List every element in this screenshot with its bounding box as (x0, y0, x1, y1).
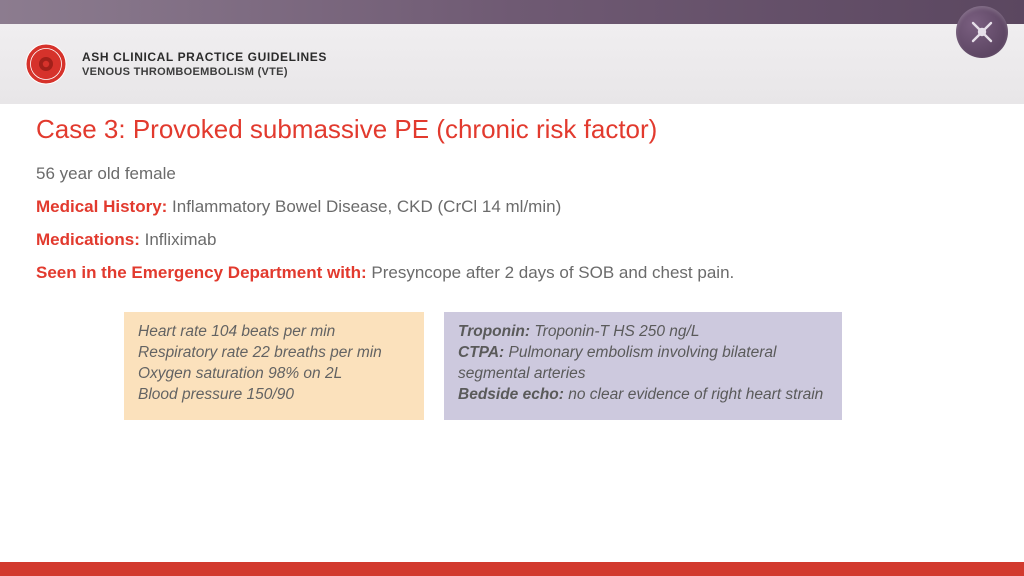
vitals-hr: Heart rate 104 beats per min (138, 322, 410, 343)
labs-ctpa-value: Pulmonary embolism involving bilateral s… (458, 344, 776, 382)
content: Case 3: Provoked submassive PE (chronic … (36, 114, 988, 295)
slide-title: Case 3: Provoked submassive PE (chronic … (36, 114, 988, 145)
labs-echo-label: Bedside echo: (458, 386, 564, 403)
medications-line: Medications: Infliximab (36, 229, 988, 252)
corner-badge-icon (956, 6, 1008, 58)
medications-value: Infliximab (140, 230, 217, 249)
medications-label: Medications: (36, 230, 140, 249)
presentation-label: Seen in the Emergency Department with: (36, 263, 367, 282)
bottom-bar (0, 562, 1024, 576)
medical-history-line: Medical History: Inflammatory Bowel Dise… (36, 196, 988, 219)
labs-echo-value: no clear evidence of right heart strain (564, 386, 823, 403)
vitals-box: Heart rate 104 beats per min Respiratory… (124, 312, 424, 420)
presentation-value: Presyncope after 2 days of SOB and chest… (367, 263, 735, 282)
labs-troponin-value: Troponin-T HS 250 ng/L (530, 323, 699, 340)
labs-echo: Bedside echo: no clear evidence of right… (458, 385, 828, 406)
medical-history-value: Inflammatory Bowel Disease, CKD (CrCl 14… (167, 197, 561, 216)
labs-ctpa: CTPA: Pulmonary embolism involving bilat… (458, 343, 828, 385)
header-band: ASH CLINICAL PRACTICE GUIDELINES VENOUS … (0, 24, 1024, 104)
vitals-rr: Respiratory rate 22 breaths per min (138, 343, 410, 364)
vitals-bp: Blood pressure 150/90 (138, 385, 410, 406)
top-bar (0, 0, 1024, 24)
ash-logo-icon (24, 42, 68, 86)
medical-history-label: Medical History: (36, 197, 167, 216)
labs-troponin-label: Troponin: (458, 323, 530, 340)
vitals-spo2: Oxygen saturation 98% on 2L (138, 364, 410, 385)
slide: ASH CLINICAL PRACTICE GUIDELINES VENOUS … (0, 0, 1024, 576)
top-bar-gradient (0, 0, 1024, 24)
labs-troponin: Troponin: Troponin-T HS 250 ng/L (458, 322, 828, 343)
labs-box: Troponin: Troponin-T HS 250 ng/L CTPA: P… (444, 312, 842, 420)
header-title-line1: ASH CLINICAL PRACTICE GUIDELINES (82, 50, 327, 64)
patient-line: 56 year old female (36, 163, 988, 186)
presentation-line: Seen in the Emergency Department with: P… (36, 262, 988, 285)
labs-ctpa-label: CTPA: (458, 344, 504, 361)
info-boxes: Heart rate 104 beats per min Respiratory… (124, 312, 902, 420)
header-title-line2: VENOUS THROMBOEMBOLISM (VTE) (82, 66, 327, 78)
header-titles: ASH CLINICAL PRACTICE GUIDELINES VENOUS … (82, 50, 327, 78)
